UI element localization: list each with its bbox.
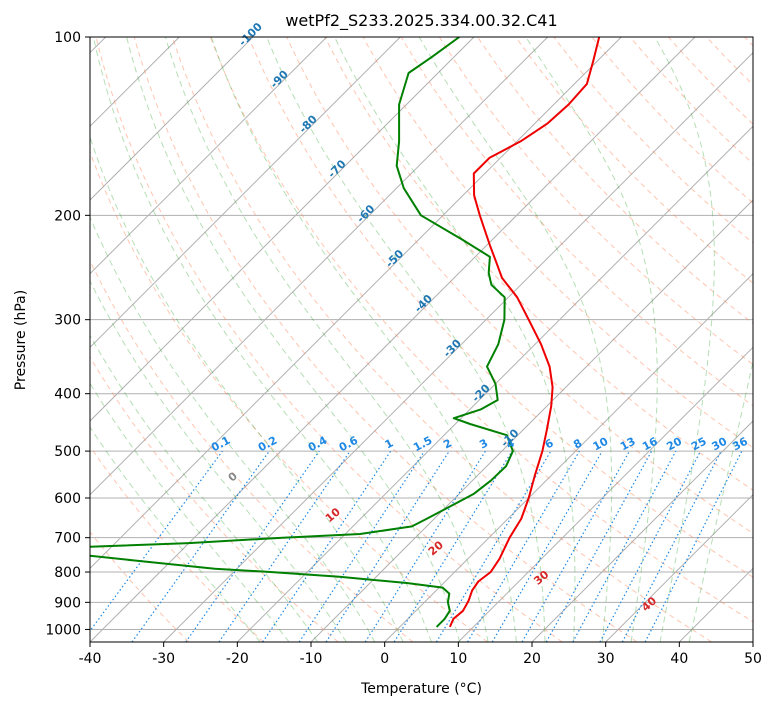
y-tick-label: 500 <box>54 444 81 460</box>
x-tick-label: -40 <box>79 651 102 667</box>
dry-adiabat-line <box>90 531 190 642</box>
mixing-ratio-line <box>572 450 677 642</box>
mixing-ratio-label: 36 <box>730 435 750 454</box>
isotherm-line <box>90 37 696 642</box>
mixing-ratio-line <box>491 450 603 642</box>
x-tick-label: -30 <box>152 651 175 667</box>
isotherm-line <box>163 51 753 642</box>
mixing-ratio-line <box>185 450 320 642</box>
mixing-ratio-line <box>545 450 653 642</box>
isotherm-line <box>457 346 753 642</box>
dry-adiabat-line <box>248 37 753 578</box>
mixing-ratio-line <box>364 450 486 642</box>
isotherm-line <box>90 37 475 422</box>
isotherm-line <box>236 125 753 642</box>
y-tick-label: 100 <box>54 30 81 46</box>
isotherm-line <box>90 37 254 201</box>
moist-adiabat-line <box>654 37 715 642</box>
isotherm-line <box>531 420 753 642</box>
mixing-ratio-label: 16 <box>640 435 660 454</box>
moist-adiabat-line <box>525 37 658 642</box>
mixing-ratio-line <box>466 450 580 642</box>
mixing-ratio-line <box>393 450 513 642</box>
chart-title: wetPf2_S233.2025.334.00.32.C41 <box>285 11 557 31</box>
x-tick-label: 10 <box>449 651 467 667</box>
y-axis-label: Pressure (hPa) <box>13 290 29 390</box>
y-tick-label: 200 <box>54 208 81 224</box>
x-tick-label: 50 <box>744 651 762 667</box>
isotherm-line <box>90 37 401 349</box>
dry-adiabat-line <box>438 37 753 366</box>
dry-adiabat-line <box>286 37 753 534</box>
moist-adiabat-line <box>90 382 290 642</box>
y-tick-label: 800 <box>54 565 81 581</box>
y-tick-label: 400 <box>54 387 81 403</box>
dry-adiabat-line <box>90 259 414 642</box>
mixing-ratio-label: 20 <box>664 435 684 454</box>
moist-adiabat-line <box>266 37 546 642</box>
moist-adiabat-line <box>90 215 376 642</box>
x-tick-label: -10 <box>300 651 323 667</box>
x-tick-label: -20 <box>226 651 249 667</box>
moist-adiabat-line <box>688 358 753 642</box>
moist-adiabat-line <box>90 426 261 642</box>
mixing-ratio-label: 10 <box>591 435 611 454</box>
mixing-ratio-line <box>325 450 450 642</box>
plot-frame <box>89 36 754 643</box>
dry-adiabat-line <box>362 37 753 449</box>
isotherm-line <box>384 272 753 642</box>
moist-adiabat-line <box>92 37 432 642</box>
dewpoint-profile-line <box>90 37 514 628</box>
moist-adiabat-line <box>418 37 613 642</box>
dry-adiabat-line <box>210 37 753 623</box>
mixing-ratio-line <box>521 450 631 642</box>
isotherm-line <box>310 199 753 642</box>
moist-adiabat-line <box>90 334 319 642</box>
x-tick-label: 40 <box>670 651 688 667</box>
moist-adiabat-line <box>164 37 489 642</box>
mixing-ratio-label: 30 <box>710 435 730 454</box>
dry-adiabat-line <box>324 37 753 491</box>
x-tick-label: 20 <box>523 651 541 667</box>
y-tick-label: 1000 <box>45 622 81 638</box>
moist-adiabat-line <box>126 37 461 642</box>
isotherm-line <box>90 37 622 570</box>
moist-adiabat-line <box>210 37 517 642</box>
moist-adiabat-line <box>90 135 404 642</box>
x-tick-label: 0 <box>380 651 389 667</box>
mixing-ratio-label: 25 <box>689 435 709 454</box>
dry-adiabat-line <box>400 37 753 407</box>
x-tick-label: 30 <box>597 651 615 667</box>
dry-adiabat-line <box>133 37 638 642</box>
x-axis-label: Temperature (°C) <box>360 681 482 697</box>
isotherm-line <box>90 37 328 275</box>
y-tick-label: 300 <box>54 313 81 329</box>
dry-adiabat-line <box>95 37 563 642</box>
moist-adiabat-line <box>334 37 576 642</box>
y-tick-label: 700 <box>54 531 81 547</box>
mixing-ratio-line <box>218 450 351 642</box>
isotherm-line <box>605 493 753 642</box>
mixing-ratio-label: 13 <box>618 435 638 454</box>
y-tick-label: 900 <box>54 595 81 611</box>
isotherm-line <box>90 37 549 496</box>
y-tick-label: 600 <box>54 491 81 507</box>
temperature-profile-line <box>448 37 601 628</box>
